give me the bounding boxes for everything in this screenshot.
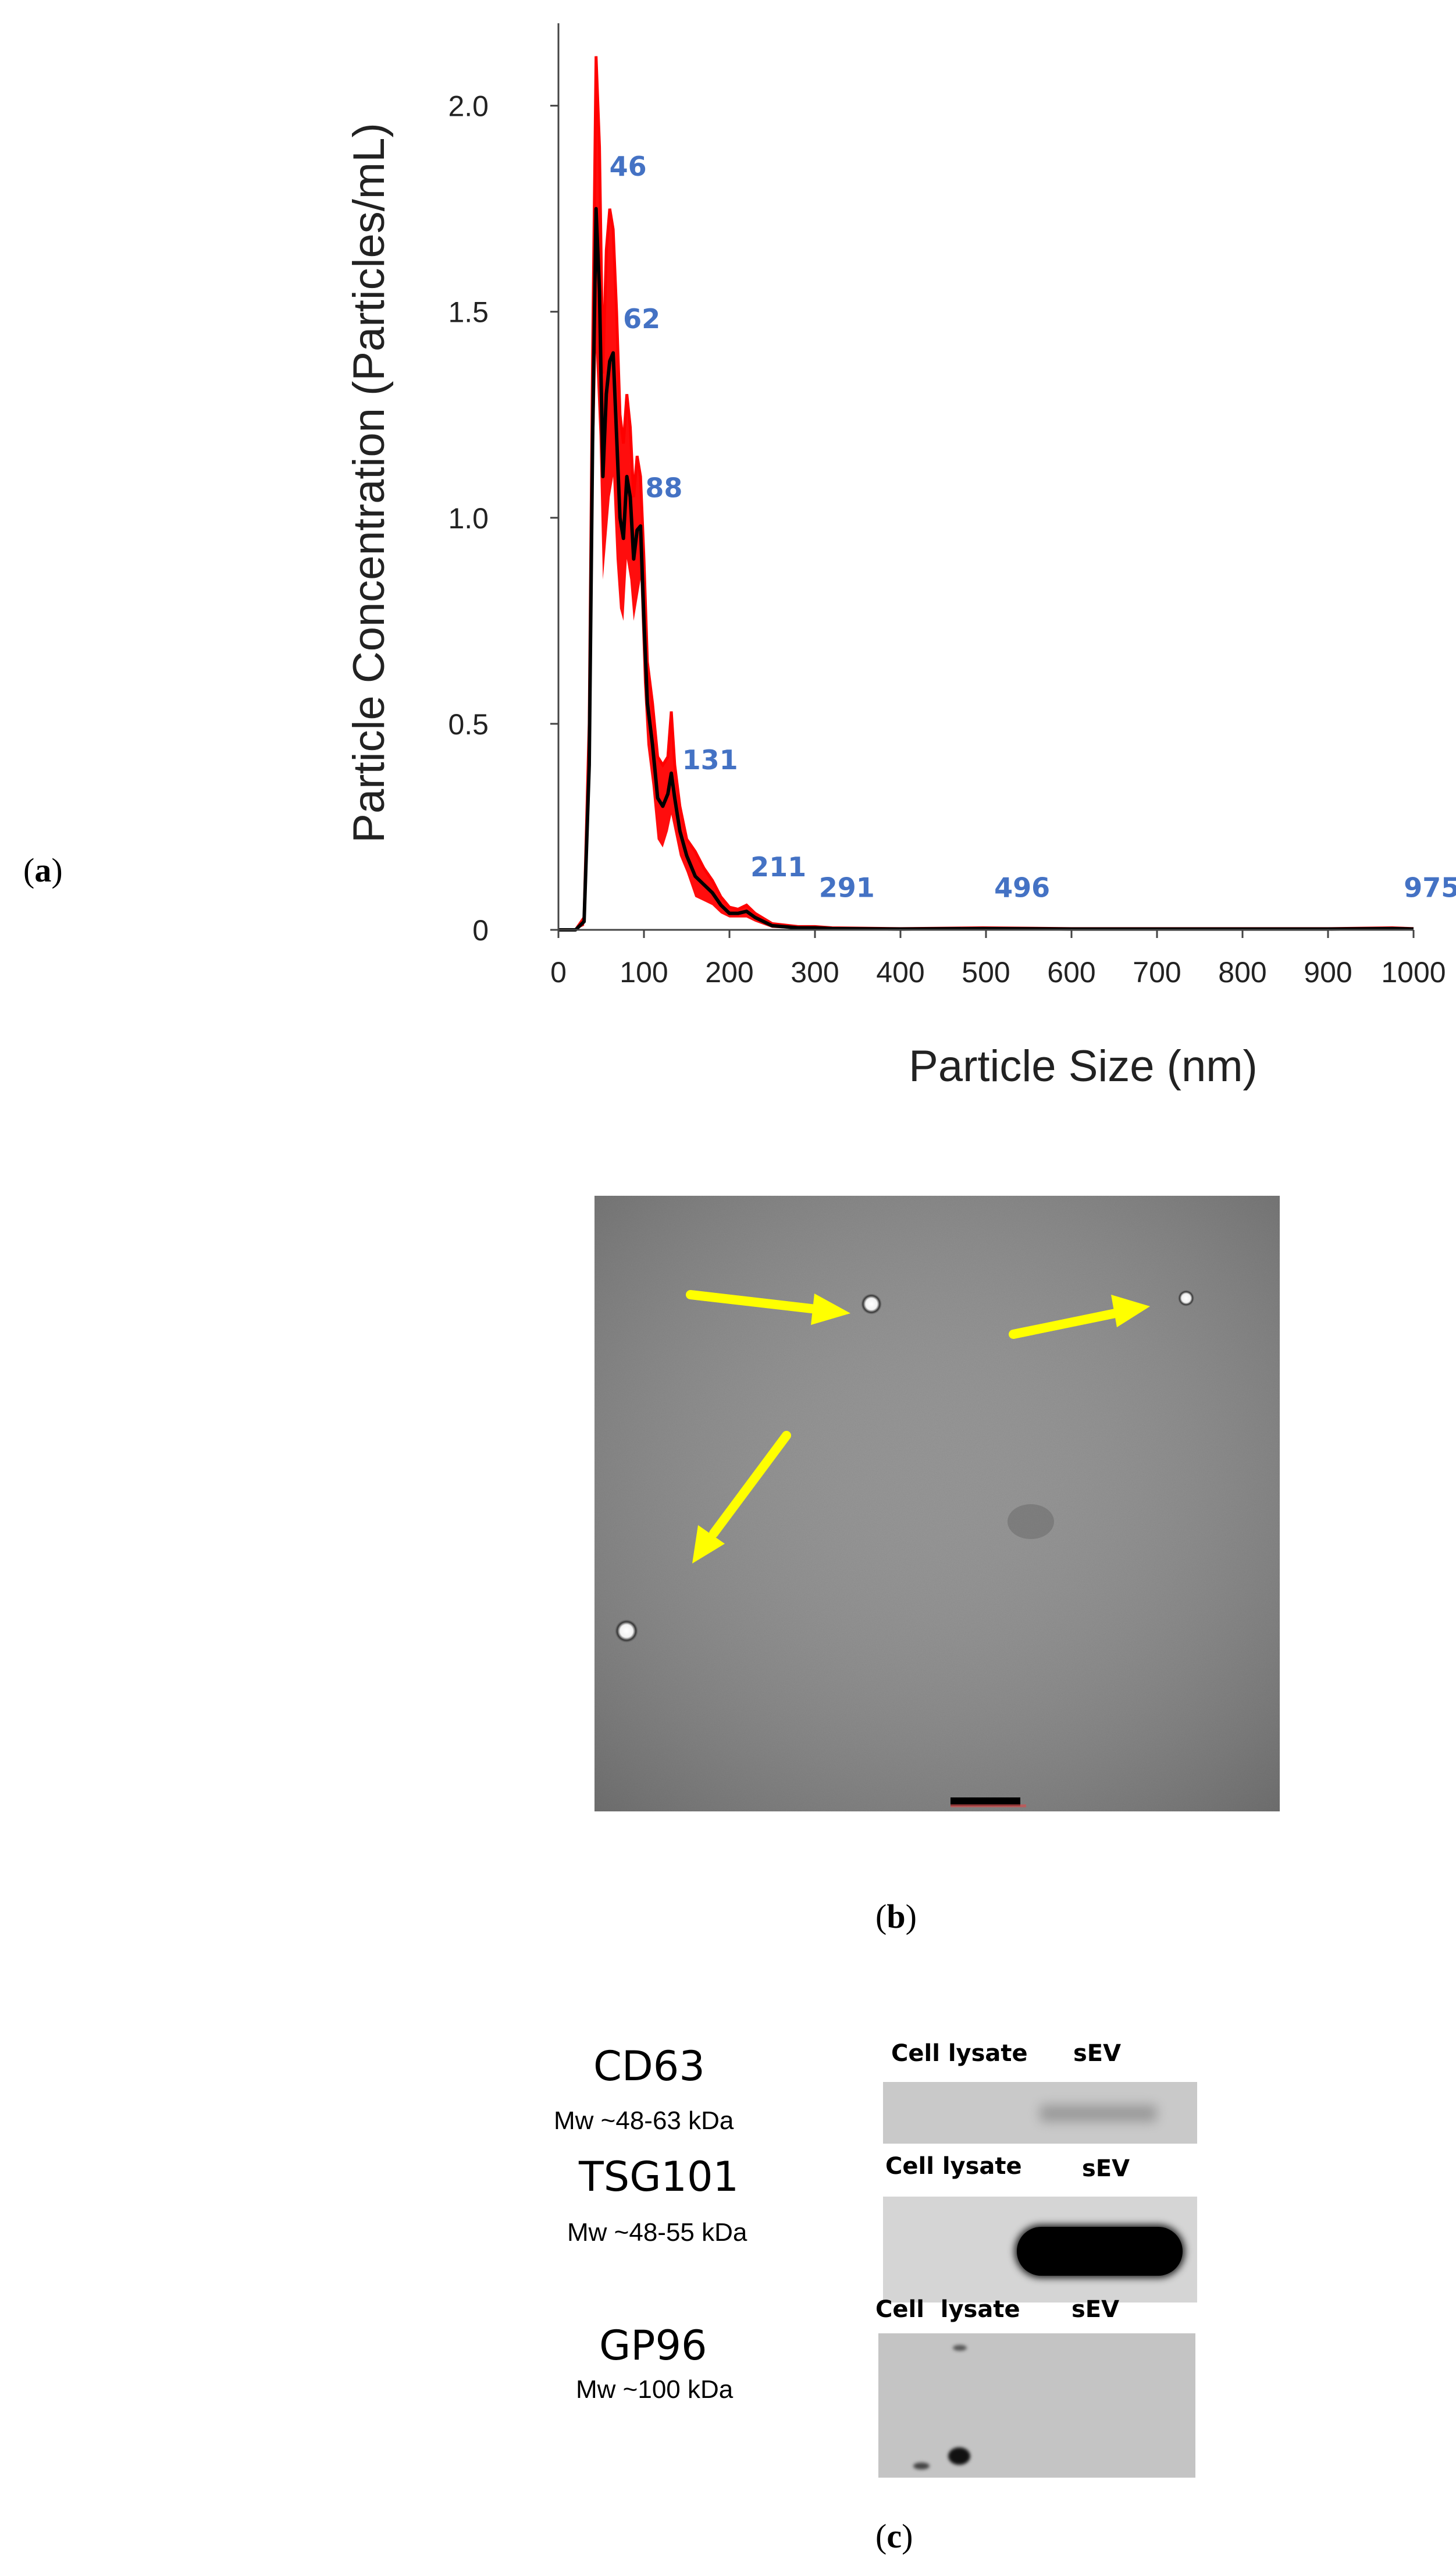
peak-annotation: 211	[750, 851, 806, 883]
blot-mw-cd63: Mw ~48-63 kDa	[554, 2106, 734, 2135]
tem-vignette	[594, 1196, 1280, 1811]
lane-label-cell-lysate: Cell lysate	[885, 2153, 1022, 2180]
lane-label-sev: sEV	[1071, 2296, 1120, 2323]
y-tick-label: 1.5	[448, 296, 489, 329]
band-gp96-spot	[948, 2447, 970, 2465]
peak-annotation: 131	[682, 744, 738, 776]
lane-label-cell-lysate: Cell lysate	[891, 2040, 1028, 2067]
vesicle-2	[1178, 1290, 1194, 1306]
x-tick-label: 400	[876, 956, 924, 989]
blot-strip-tsg101	[883, 2197, 1197, 2302]
blot-name-cd63: CD63	[593, 2042, 705, 2090]
blot-name-gp96: GP96	[599, 2322, 707, 2369]
band-cd63-sev	[1040, 2105, 1156, 2122]
x-tick-label: 200	[705, 956, 753, 989]
peak-annotation: 62	[623, 303, 660, 335]
lane-label-sev: sEV	[1073, 2040, 1122, 2067]
peak-annotation: 975	[1404, 872, 1456, 903]
blot-mw-gp96: Mw ~100 kDa	[576, 2375, 734, 2404]
panel-label-a: (a)	[23, 851, 63, 889]
x-tick-label: 100	[620, 956, 668, 989]
lane-label-sev: sEV	[1082, 2155, 1130, 2182]
scale-bar-edge	[951, 1804, 1026, 1807]
series-error-band	[558, 56, 1414, 930]
x-tick-label: 0	[550, 956, 567, 989]
x-tick-label: 800	[1218, 956, 1266, 989]
band-gp96-smear	[913, 2463, 930, 2469]
x-tick-label: 300	[791, 956, 839, 989]
x-tick-label: 600	[1047, 956, 1095, 989]
band-gp96-top-mark	[953, 2345, 967, 2351]
x-tick-label: 700	[1133, 956, 1181, 989]
nta-chart: 0 100 200 300 400 500 600 700 800 900 1000 0 0.5 1.0 1…	[344, 23, 1456, 1091]
tem-micrograph	[594, 1196, 1280, 1811]
x-tick-label: 900	[1304, 956, 1352, 989]
blot-strip-gp96	[878, 2333, 1195, 2478]
peak-annotation: 46	[610, 151, 647, 182]
lane-label-cell-lysate: Cell lysate	[875, 2296, 1020, 2323]
y-tick-label: 1.0	[448, 502, 489, 535]
peak-annotation: 496	[994, 872, 1050, 903]
peak-annotation: 88	[645, 472, 682, 503]
x-tick-label: 1000	[1381, 956, 1446, 989]
y-axis-title: Particle Concentration (Particles/mL)	[344, 123, 394, 843]
arrow-2	[1009, 1295, 1150, 1339]
vesicle-3	[615, 1619, 638, 1643]
panel-label-c: (c)	[875, 2517, 913, 2555]
scale-bar	[951, 1797, 1020, 1806]
blot-strip-cd63	[883, 2082, 1197, 2144]
arrow-1	[686, 1290, 850, 1325]
band-tsg101-sev	[1017, 2227, 1183, 2276]
tem-dark-spot	[1008, 1504, 1054, 1539]
series-mean-line	[558, 207, 1414, 932]
peak-annotation: 291	[819, 872, 875, 903]
series-upper-line	[558, 56, 1414, 932]
y-tick-label: 2.0	[448, 90, 489, 123]
y-tick-label: 0.5	[448, 708, 489, 741]
vesicle-1	[861, 1294, 882, 1314]
y-tick-label: 0	[472, 914, 489, 947]
x-tick-label: 500	[962, 956, 1010, 989]
panel-label-b: (b)	[875, 1898, 917, 1935]
blot-name-tsg101: TSG101	[579, 2153, 739, 2201]
arrow-3	[692, 1431, 791, 1564]
x-axis-title: Particle Size (nm)	[909, 1042, 1258, 1091]
blot-mw-tsg101: Mw ~48-55 kDa	[567, 2218, 747, 2247]
